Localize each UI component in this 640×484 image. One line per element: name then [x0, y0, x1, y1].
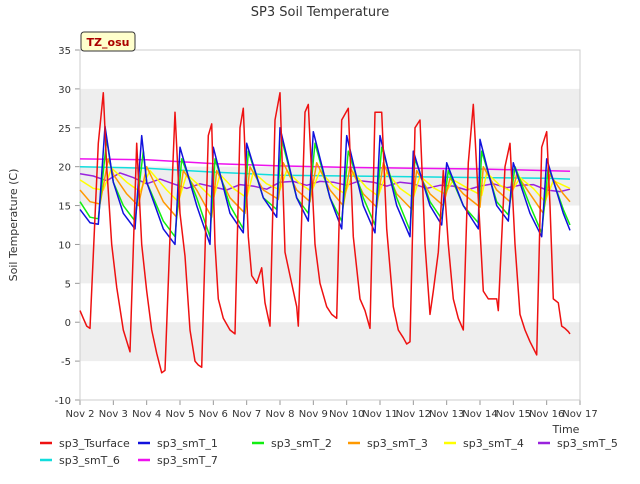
grid-band [80, 244, 580, 284]
y-tick-label: 30 [58, 85, 71, 96]
x-tick-label: Nov 8 [265, 409, 294, 420]
series-line-sp3-Tsurface [79, 92, 571, 374]
legend-entry: sp3_smT_5 [557, 437, 618, 450]
legend-entry: sp3_Tsurface [59, 437, 130, 450]
x-tick-label: Nov 9 [299, 409, 328, 420]
y-tick-label: 5 [65, 279, 71, 290]
y-tick-label: -10 [55, 396, 71, 407]
grid-band [80, 88, 580, 128]
y-tick-label: 15 [58, 202, 71, 213]
x-tick-label: Nov 4 [132, 409, 161, 420]
y-tick-label: -5 [61, 357, 71, 368]
chart-title: SP3 Soil Temperature [251, 5, 389, 20]
x-tick-label: Nov 16 [529, 409, 564, 420]
x-tick-label: Nov 2 [65, 409, 94, 420]
y-tick-label: 10 [58, 240, 71, 251]
x-tick-label: Nov 10 [329, 409, 364, 420]
legend: sp3_Tsurface sp3_smT_1 sp3_smT_2 sp3_smT_3 s… [40, 437, 618, 467]
series-line-sp3-smT-4 [79, 167, 571, 203]
x-tick-label: Nov 11 [362, 409, 397, 420]
series-line-sp3-smT-1 [79, 125, 571, 246]
series-lines [79, 92, 571, 374]
x-tick-label: Nov 17 [562, 409, 597, 420]
station-label: TZ_osu [87, 36, 130, 49]
y-axis-ticks: -10 -5 0 5 10 15 20 25 30 35 [55, 46, 80, 407]
x-axis-ticks: Nov 2 Nov 3 Nov 4 Nov 5 Nov 6 Nov 7 Nov 8 Nov 9… [65, 400, 598, 420]
x-tick-label: Nov 3 [99, 409, 128, 420]
legend-entry: sp3_smT_7 [157, 454, 218, 467]
legend-entry: sp3_smT_3 [367, 437, 428, 450]
y-tick-label: 0 [65, 318, 71, 329]
legend-entry: sp3_smT_4 [463, 437, 524, 450]
y-axis-label: Soil Temperature (C) [7, 169, 20, 282]
plot-frame [79, 49, 581, 401]
legend-entry: sp3_smT_1 [157, 437, 218, 450]
x-tick-label: Nov 13 [429, 409, 464, 420]
station-badge: TZ_osu [80, 31, 136, 52]
x-tick-label: Nov 14 [462, 409, 497, 420]
x-tick-label: Nov 12 [396, 409, 431, 420]
x-tick-label: Nov 6 [199, 409, 228, 420]
y-tick-label: 35 [58, 46, 71, 57]
grid-band [80, 322, 580, 362]
legend-entry: sp3_smT_2 [271, 437, 332, 450]
x-tick-label: Nov 5 [165, 409, 194, 420]
y-tick-label: 25 [58, 124, 71, 135]
legend-entry: sp3_smT_6 [59, 454, 120, 467]
x-tick-label: Nov 7 [232, 409, 261, 420]
x-tick-label: Nov 15 [496, 409, 531, 420]
x-axis-label: Time [552, 423, 580, 436]
grid-bands [80, 50, 580, 400]
y-tick-label: 20 [58, 163, 71, 174]
